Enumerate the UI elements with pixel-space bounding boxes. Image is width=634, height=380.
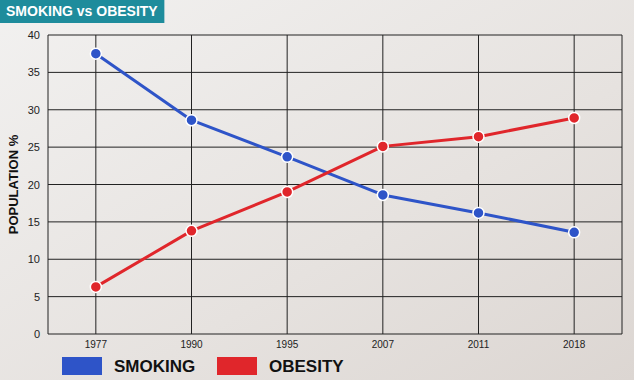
x-tick-label: 2011 (468, 339, 490, 350)
series-marker (569, 227, 580, 238)
grid-line (478, 35, 479, 334)
series-marker (282, 186, 293, 197)
grid-line (48, 221, 622, 222)
x-tick-label: 1977 (85, 339, 108, 350)
series-marker (377, 141, 388, 152)
grid-line (48, 296, 622, 297)
y-tick-label: 0 (34, 328, 40, 340)
legend-label: SMOKING (114, 357, 195, 376)
title: SMOKING vs OBESITY (6, 3, 158, 19)
legend-label: OBESITY (269, 357, 344, 376)
y-tick-label: 5 (34, 291, 40, 303)
grid-line (48, 259, 622, 260)
x-tick-label: 1990 (180, 339, 203, 350)
series-marker (473, 207, 484, 218)
series-marker (90, 281, 101, 292)
title-box (0, 0, 164, 23)
grid-line (48, 109, 622, 110)
background (0, 0, 634, 380)
y-tick-label: 20 (28, 179, 40, 191)
grid-line (48, 35, 622, 36)
y-tick-label: 25 (28, 141, 40, 153)
chart: 0 5 10 15 20 25 30 35 40 1977 1990 1995 2007 2011 2018… (0, 0, 634, 380)
y-axis-label: POPULATION % (6, 134, 21, 234)
plot-area (90, 48, 579, 292)
series-marker (186, 115, 197, 126)
axis-line (48, 35, 49, 334)
grid-line (48, 147, 622, 148)
series-line (96, 54, 574, 233)
grid-line (287, 35, 288, 334)
y-tick-label: 15 (28, 216, 40, 228)
y-tick-label: 30 (28, 104, 40, 116)
y-tick-label: 10 (28, 253, 40, 265)
grid-line (48, 334, 622, 335)
series-line (96, 118, 574, 287)
series-marker (282, 151, 293, 162)
grid-line (48, 72, 622, 73)
grid-line (574, 35, 575, 334)
x-tick-label: 1995 (276, 339, 299, 350)
series-marker (569, 112, 580, 123)
grid-line (191, 35, 192, 334)
series-marker (90, 48, 101, 59)
y-tick-label: 40 (28, 29, 40, 41)
grid-line (48, 184, 622, 185)
x-tick-label: 2007 (372, 339, 395, 350)
series-marker (473, 131, 484, 142)
series-marker (186, 225, 197, 236)
legend-swatch (217, 357, 257, 375)
frame-line (622, 35, 623, 334)
grid-line (382, 35, 383, 334)
y-tick-label: 35 (28, 66, 40, 78)
x-tick-label: 2018 (563, 339, 586, 350)
series-marker (377, 189, 388, 200)
legend-swatch (62, 357, 102, 375)
